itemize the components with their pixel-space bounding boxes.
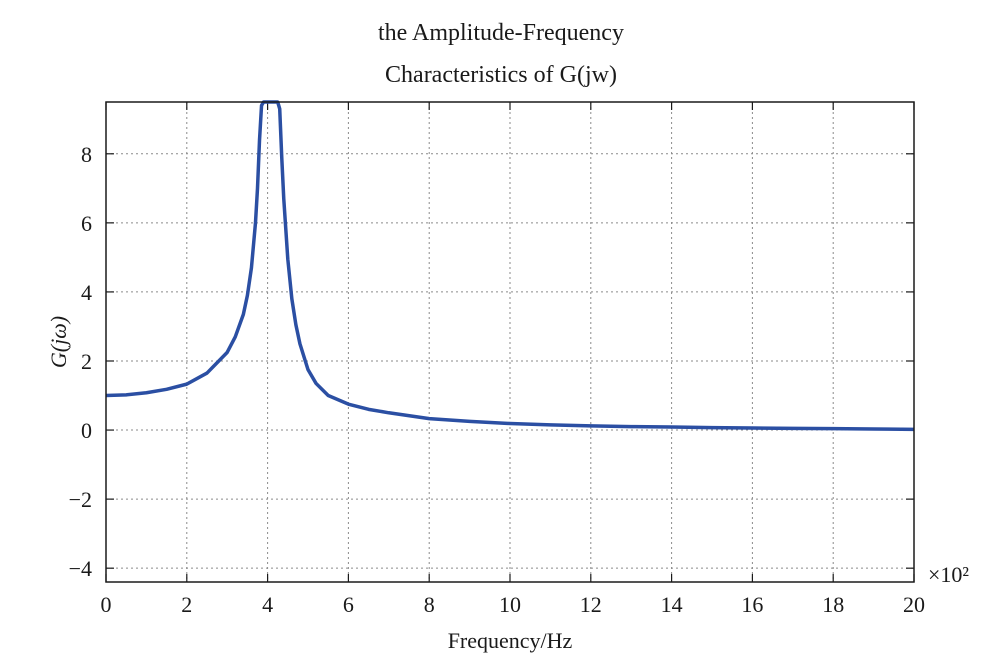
data-layer xyxy=(105,100,915,432)
series-line xyxy=(105,100,915,432)
x-tick-label: 10 xyxy=(499,592,521,617)
y-tick-label: 2 xyxy=(81,349,92,374)
x-tick-label: 8 xyxy=(424,592,435,617)
x-tick-label: 14 xyxy=(661,592,683,617)
x-tick-label: 12 xyxy=(580,592,602,617)
x-tick-label: 20 xyxy=(903,592,925,617)
grid xyxy=(106,102,914,582)
x-axis-label: Frequency/Hz xyxy=(448,628,573,653)
y-tick-label: 8 xyxy=(81,142,92,167)
y-tick-label: 4 xyxy=(81,280,92,305)
x-tick-label: 16 xyxy=(741,592,763,617)
x-axis-multiplier: ×10² xyxy=(928,562,969,587)
y-tick-label: −4 xyxy=(69,556,92,581)
x-tick-label: 18 xyxy=(822,592,844,617)
y-tick-label: 6 xyxy=(81,211,92,236)
x-tick-label: 0 xyxy=(101,592,112,617)
axis-ticks: 0 2 4 6 8 10 12 14 16 18 20 −4 −2 0 2 4 6 8 xyxy=(69,102,925,617)
y-axis-label: G(jω) xyxy=(46,316,71,368)
x-tick-label: 2 xyxy=(181,592,192,617)
y-tick-label: −2 xyxy=(69,487,92,512)
y-tick-label: 0 xyxy=(81,418,92,443)
x-tick-label: 4 xyxy=(262,592,273,617)
plot-frame xyxy=(105,101,915,583)
chart-title-line-1: the Amplitude-Frequency xyxy=(378,20,624,46)
chart-title-line-2: Characteristics of G(jw) xyxy=(385,62,617,88)
x-tick-label: 6 xyxy=(343,592,354,617)
